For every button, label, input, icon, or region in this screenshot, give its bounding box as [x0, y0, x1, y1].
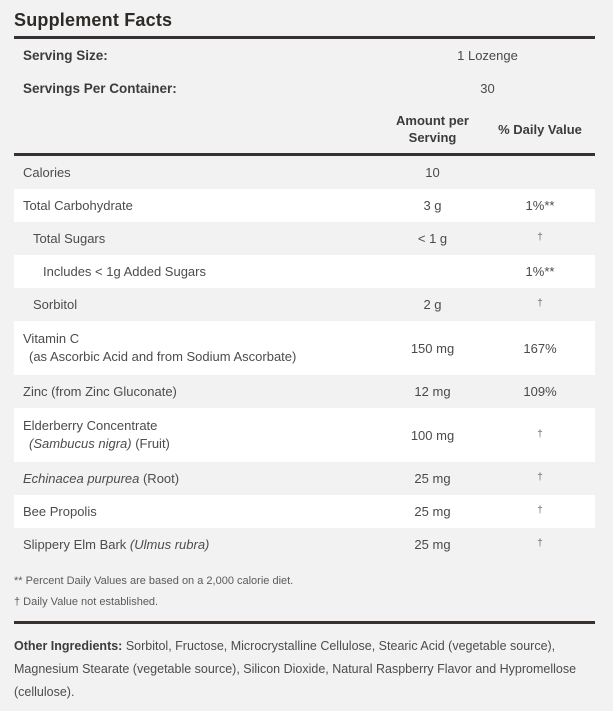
serving-size-label: Serving Size: [23, 48, 108, 63]
table-row: Zinc (from Zinc Gluconate) 12 mg 109% [14, 375, 595, 408]
nutrient-name: Vitamin C (as Ascorbic Acid and from Sodi… [14, 323, 380, 373]
column-header-daily-value: % Daily Value [498, 121, 582, 137]
amount-per-serving-value: 25 mg [414, 537, 451, 552]
nutrient-name-segment: (Sambucus nigra) [29, 436, 132, 451]
amount-per-serving-value: 25 mg [414, 471, 451, 486]
nutrient-name-segment: Includes < 1g Added Sugars [43, 263, 206, 279]
amount-per-serving-value: 100 mg [410, 427, 455, 443]
servings-per-container-row: Servings Per Container: 30 [14, 72, 595, 105]
daily-value: † [485, 231, 595, 246]
nutrient-name: Total Carbohydrate [14, 190, 380, 222]
daily-value: 1%** [525, 198, 555, 213]
table-row: Vitamin C (as Ascorbic Acid and from Sodi… [14, 321, 595, 375]
daily-value: † [485, 471, 595, 486]
nutrient-name: Total Sugars [14, 223, 380, 255]
column-header-amount-line1: Amount per [396, 113, 469, 128]
nutrient-name-segment: (as Ascorbic Acid and from Sodium Ascorb… [29, 349, 297, 364]
daily-value: 109% [523, 384, 557, 399]
nutrient-name-segment: Total Sugars [33, 230, 106, 246]
table-row: Calories 10 [14, 156, 595, 189]
divider-rule-bottom [14, 621, 595, 624]
amount-per-serving-value: 3 g [423, 198, 442, 213]
other-ingredients-label: Other Ingredients: [14, 639, 123, 653]
nutrient-name-segment: Calories [23, 164, 71, 180]
amount-per-serving-value: 10 [425, 165, 440, 180]
divider-rule-top [14, 36, 595, 39]
nutrient-name: Includes < 1g Added Sugars [14, 256, 380, 288]
other-ingredients-paragraph: Other Ingredients: Sorbitol, Fructose, M… [14, 635, 595, 704]
dagger-symbol: † [537, 472, 543, 483]
serving-size-value: 1 Lozenge [457, 48, 518, 63]
amount-per-serving-value: 25 mg [414, 504, 451, 519]
amount-per-serving-value: < 1 g [417, 231, 448, 246]
nutrient-table: Calories 10 Total Carbohydrate 3 g 1%** Total… [14, 156, 595, 561]
amount-per-serving-value: 150 mg [410, 340, 455, 356]
nutrient-name-segment: Vitamin C [23, 331, 80, 346]
daily-value: † [485, 428, 595, 443]
nutrient-name: Bee Propolis [14, 496, 380, 528]
nutrient-name-segment: (Ulmus rubra) [129, 536, 210, 552]
dagger-symbol: † [537, 298, 543, 309]
column-headers-row: Amount per Serving % Daily Value [14, 105, 595, 153]
nutrient-name-segment: Bee Propolis [23, 503, 97, 519]
table-row: Total Sugars < 1 g † [14, 222, 595, 255]
nutrient-name: Slippery Elm Bark (Ulmus rubra) [14, 529, 380, 561]
nutrient-name-segment: Slippery Elm Bark [23, 536, 130, 552]
servings-per-container-label: Servings Per Container: [23, 81, 177, 96]
column-header-amount-line2: Serving [408, 130, 457, 145]
table-row: Elderberry Concentrate (Sambucus nigra) (… [14, 408, 595, 462]
dagger-symbol: † [537, 505, 543, 516]
nutrient-name: Sorbitol [14, 289, 380, 321]
column-header-amount-per-serving: Amount per Serving [380, 112, 485, 146]
nutrient-name: Calories [14, 157, 380, 189]
table-row: Echinacea purpurea (Root) 25 mg † [14, 462, 595, 495]
footnote-daily-value-not-established: † Daily Value not established. [14, 596, 159, 608]
nutrient-name-segment: Elderberry Concentrate [23, 418, 158, 433]
nutrient-name: Zinc (from Zinc Gluconate) [14, 376, 380, 408]
nutrient-name-segment: (Root) [139, 470, 180, 486]
nutrient-name-segment: Total Carbohydrate [23, 197, 133, 213]
amount-per-serving-value: 2 g [423, 297, 442, 312]
nutrient-name-segment: Sorbitol [33, 296, 78, 312]
daily-value: † [485, 297, 595, 312]
dagger-symbol: † [537, 538, 543, 549]
other-ingredients-text: Sorbitol, Fructose, Microcrystalline Cel… [14, 639, 577, 699]
servings-per-container-value: 30 [480, 81, 495, 96]
dagger-symbol: † [537, 428, 543, 440]
allergen-statement: Not manufactured with wheat, gluten, soy… [14, 707, 595, 711]
daily-value: 1%** [525, 264, 555, 279]
serving-size-row: Serving Size: 1 Lozenge [14, 39, 595, 72]
nutrient-name-segment: Echinacea purpurea [23, 470, 140, 486]
nutrient-name-segment: (Fruit) [131, 436, 170, 451]
daily-value: † [485, 537, 595, 552]
footnote-percent-daily-values: ** Percent Daily Values are based on a 2… [14, 575, 294, 587]
daily-value: † [485, 504, 595, 519]
daily-value: 167% [523, 340, 557, 356]
dagger-symbol: † [537, 232, 543, 243]
table-row: Slippery Elm Bark (Ulmus rubra) 25 mg † [14, 528, 595, 561]
table-row: Includes < 1g Added Sugars 1%** [14, 255, 595, 288]
nutrient-name: Echinacea purpurea (Root) [14, 463, 380, 495]
table-row: Bee Propolis 25 mg † [14, 495, 595, 528]
footnotes: ** Percent Daily Values are based on a 2… [14, 561, 595, 621]
supplement-facts-title: Supplement Facts [14, 10, 173, 30]
nutrient-name-segment: Zinc (from Zinc Gluconate) [23, 383, 177, 399]
table-row: Sorbitol 2 g † [14, 288, 595, 321]
nutrient-name: Elderberry Concentrate (Sambucus nigra) (… [14, 410, 380, 460]
divider-rule-header [14, 153, 595, 156]
amount-per-serving-value: 12 mg [414, 384, 451, 399]
table-row: Total Carbohydrate 3 g 1%** [14, 189, 595, 222]
